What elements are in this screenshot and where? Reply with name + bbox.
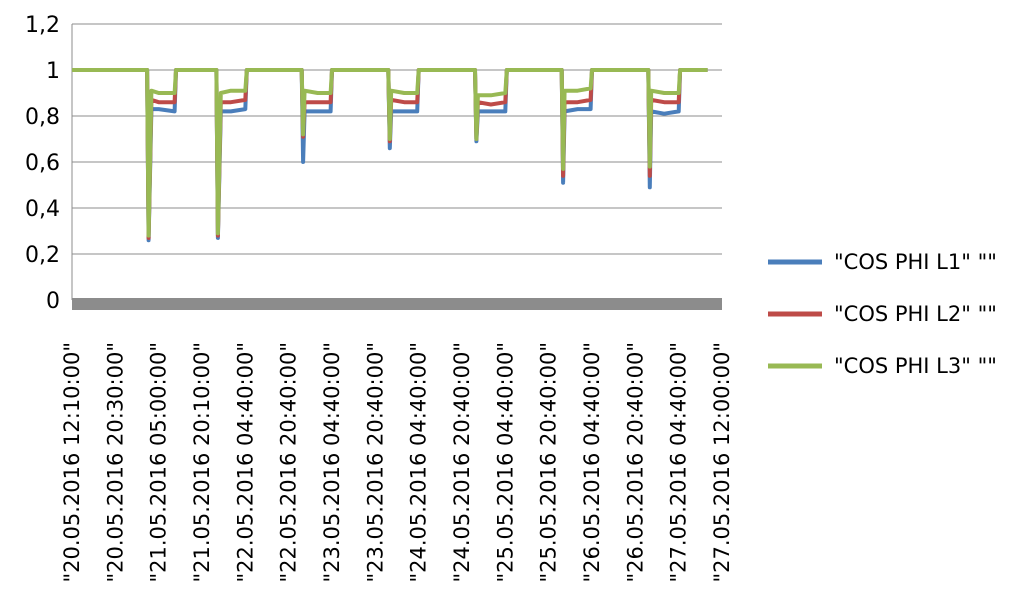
x-tick-label: "24.05.2016 04:40:00": [407, 342, 431, 583]
legend-label: "COS PHI L1" "": [834, 250, 997, 274]
y-tick-label: 1: [46, 59, 60, 84]
x-tick-label: "23.05.2016 04:40:00": [320, 342, 344, 583]
plot-area: [72, 68, 708, 243]
y-axis: 0 0,2 0,4 0,6 0,8 1 1,2: [25, 13, 73, 314]
x-tick-label: "20.05.2016 12:10:00": [60, 342, 84, 583]
gridlines: [72, 23, 722, 255]
legend-label: "COS PHI L3" "": [834, 354, 997, 378]
x-tick-label: "23.05.2016 20:40:00": [363, 342, 387, 583]
x-tick-label: "26.05.2016 20:40:00": [623, 342, 647, 583]
y-tick-label: 0,2: [25, 243, 60, 268]
x-tick-label: "20.05.2016 20:30:00": [103, 342, 127, 583]
series-line-3: [72, 68, 708, 238]
x-tick-label: "25.05.2016 20:40:00": [537, 342, 561, 583]
y-tick-label: 0,6: [25, 151, 60, 176]
x-tick-label: "21.05.2016 20:10:00": [190, 342, 214, 583]
x-tick-label: "27.05.2016 04:40:00": [667, 342, 691, 583]
x-tick-label: "22.05.2016 20:40:00": [277, 342, 301, 583]
y-tick-label: 0: [46, 289, 60, 314]
y-tick-label: 0,8: [25, 105, 60, 130]
y-tick-label: 1,2: [25, 13, 60, 38]
x-tick-label: "25.05.2016 04:40:00": [493, 342, 517, 583]
x-tick-label: "22.05.2016 04:40:00": [233, 342, 257, 583]
x-tick-label: "26.05.2016 04:40:00": [580, 342, 604, 583]
x-tick-label: "21.05.2016 05:00:00": [147, 342, 171, 583]
legend: "COS PHI L1" "" "COS PHI L2" "" "COS PHI L…: [768, 250, 997, 378]
x-axis: "20.05.2016 12:10:00" "20.05.2016 20:30:0…: [60, 298, 734, 583]
x-tick-label: "27.05.2016 12:00:00": [710, 342, 734, 583]
x-axis-band: [72, 298, 722, 310]
y-tick-label: 0,4: [25, 197, 60, 222]
legend-label: "COS PHI L2" "": [834, 302, 997, 326]
x-tick-label: "24.05.2016 20:40:00": [450, 342, 474, 583]
